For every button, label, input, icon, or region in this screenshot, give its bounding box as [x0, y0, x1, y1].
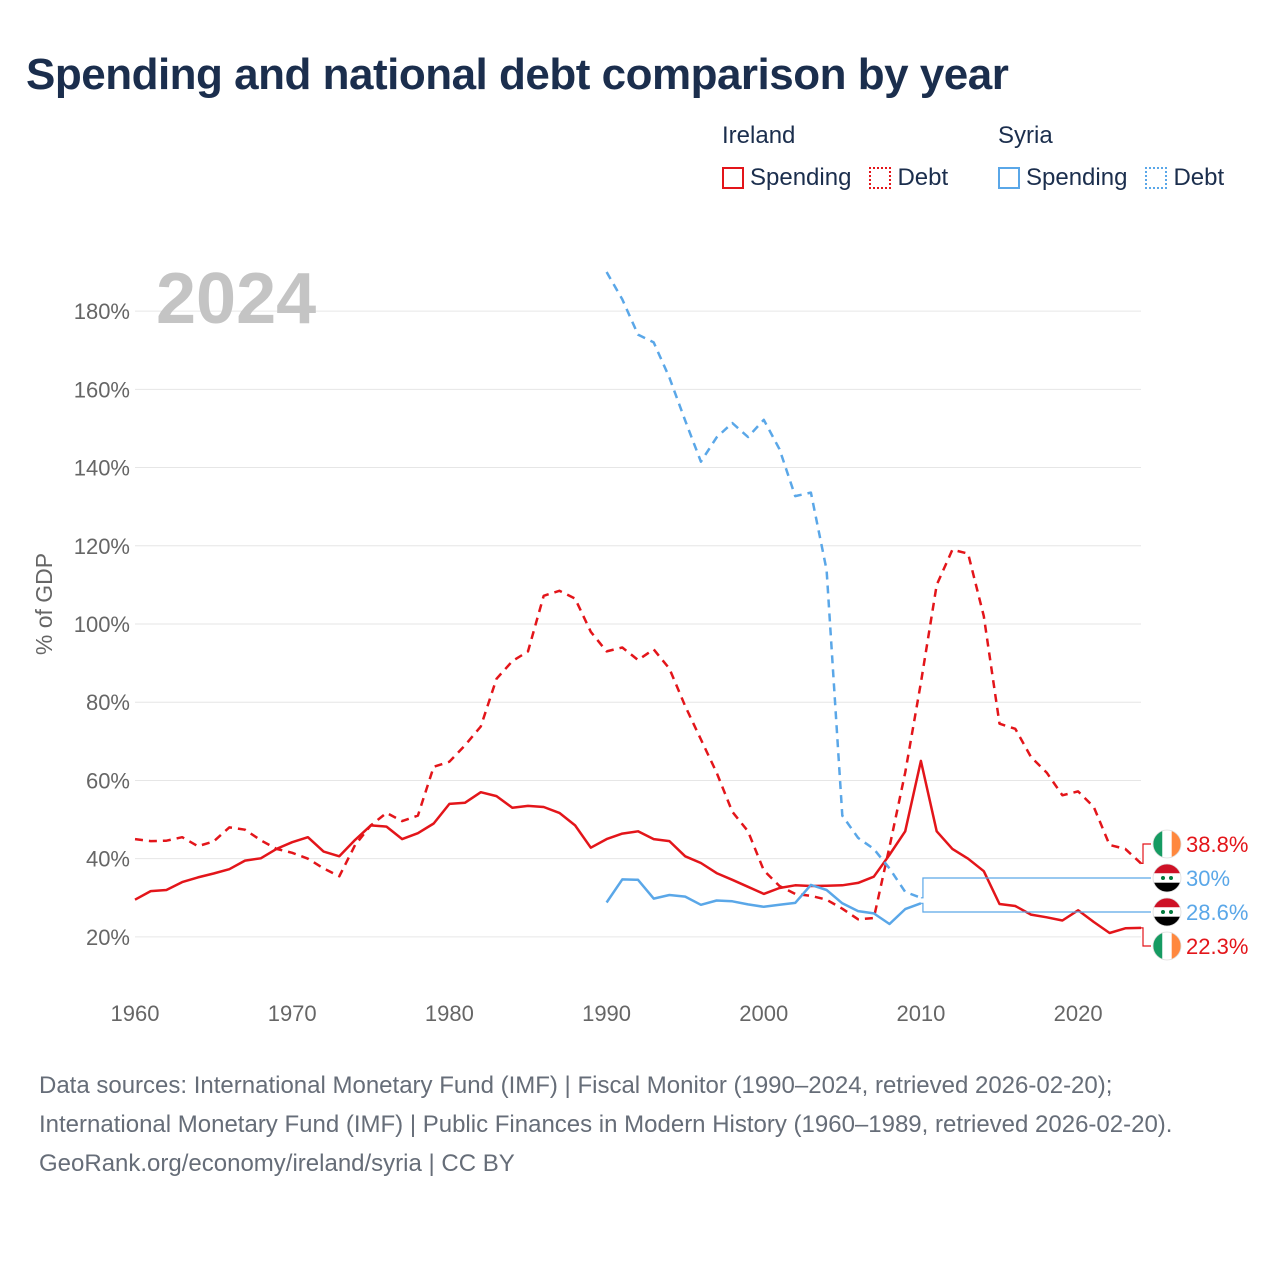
flag-stripe: [1171, 932, 1181, 960]
flag-star: [1161, 876, 1165, 880]
legend-swatch-solid: [998, 167, 1020, 189]
x-tick-label: 2010: [896, 1001, 945, 1026]
end-value-label: 38.8%: [1186, 832, 1248, 857]
flag-star: [1169, 910, 1173, 914]
flag-stripe: [1153, 907, 1181, 917]
legend-swatch-dotted: [869, 167, 892, 189]
flag-star: [1161, 910, 1165, 914]
flag-border: [1152, 829, 1182, 859]
flag-stripe: [1153, 932, 1163, 960]
legend-item-syria-debt[interactable]: Debt: [1145, 164, 1224, 192]
legend-group-ireland: Ireland Spending Debt: [722, 122, 948, 192]
connector-syria-spending: [920, 902, 1151, 913]
x-tick-label: 1960: [111, 1001, 160, 1026]
legend-group-syria: Syria Spending Debt: [998, 122, 1224, 192]
connector-syria-debt: [920, 877, 1151, 899]
y-tick-label: 180%: [74, 299, 130, 324]
x-tick-label: 1970: [268, 1001, 317, 1026]
legend-country-label: Ireland: [722, 122, 796, 149]
y-tick-label: 60%: [86, 768, 130, 793]
flag-stripe: [1153, 873, 1181, 883]
legend-country-label: Syria: [998, 122, 1053, 149]
x-tick-label: 1980: [425, 1001, 474, 1026]
footer: Data sources: International Monetary Fun…: [39, 1066, 1239, 1183]
end-value-label: 28.6%: [1186, 900, 1248, 925]
series-line-ireland-debt: [134, 548, 1142, 921]
y-axis-label: % of GDP: [31, 553, 57, 655]
x-tick-label: 2000: [739, 1001, 788, 1026]
legend-item-label: Debt: [897, 164, 949, 191]
y-tick-label: 20%: [86, 925, 130, 950]
y-tick-label: 120%: [74, 534, 130, 559]
legend-item-syria-spending[interactable]: Spending: [998, 164, 1127, 192]
flag-star: [1169, 876, 1173, 880]
y-tick-label: 160%: [74, 377, 130, 402]
syria-flag-icon: [1152, 897, 1182, 927]
year-watermark: 2024: [156, 259, 316, 339]
connector-ireland-spending: [1141, 927, 1151, 947]
flag-border: [1152, 863, 1182, 893]
flag-stripe: [1153, 898, 1181, 908]
connector-ireland-debt: [1141, 843, 1151, 865]
series-line-syria-spending: [605, 878, 922, 926]
flag-border: [1152, 897, 1182, 927]
series-line-syria-debt: [605, 271, 922, 899]
syria-flag-icon: [1152, 863, 1182, 893]
y-tick-label: 80%: [86, 690, 130, 715]
legend-item-ireland-debt[interactable]: Debt: [869, 164, 948, 192]
flag-stripe: [1171, 830, 1181, 858]
end-value-label: 30%: [1186, 866, 1230, 891]
legend-item-ireland-spending[interactable]: Spending: [722, 164, 851, 192]
line-chart: 2024 % of GDP 20% 40% 60% 80% 100% 120% 140% 16…: [31, 259, 1248, 1026]
flag-stripe: [1162, 932, 1172, 960]
y-tick-label: 40%: [86, 847, 130, 872]
flag-stripe: [1153, 830, 1163, 858]
flag-stripe: [1153, 864, 1181, 874]
end-value-label: 22.3%: [1186, 934, 1248, 959]
legend-item-label: Spending: [1026, 164, 1128, 191]
chart-title: Spending and national debt comparison by…: [26, 50, 1009, 99]
x-tick-label: 2020: [1054, 1001, 1103, 1026]
legend-swatch-dotted: [1145, 167, 1168, 189]
ireland-flag-icon: [1152, 829, 1182, 859]
flag-stripe: [1153, 916, 1181, 926]
series-line-ireland-spending: [134, 759, 1142, 935]
y-tick-label: 100%: [74, 612, 130, 637]
flag-stripe: [1162, 830, 1172, 858]
legend-item-label: Spending: [750, 164, 852, 191]
legend-swatch-solid: [722, 167, 744, 189]
flag-border: [1152, 931, 1182, 961]
data-sources: Data sources: International Monetary Fun…: [39, 1072, 1173, 1138]
flag-stripe: [1153, 882, 1181, 892]
y-tick-label: 140%: [74, 456, 130, 481]
legend-item-label: Debt: [1173, 164, 1225, 191]
ireland-flag-icon: [1152, 931, 1182, 961]
x-tick-label: 1990: [582, 1001, 631, 1026]
credit-link[interactable]: GeoRank.org/economy/ireland/syria | CC B…: [39, 1150, 515, 1177]
